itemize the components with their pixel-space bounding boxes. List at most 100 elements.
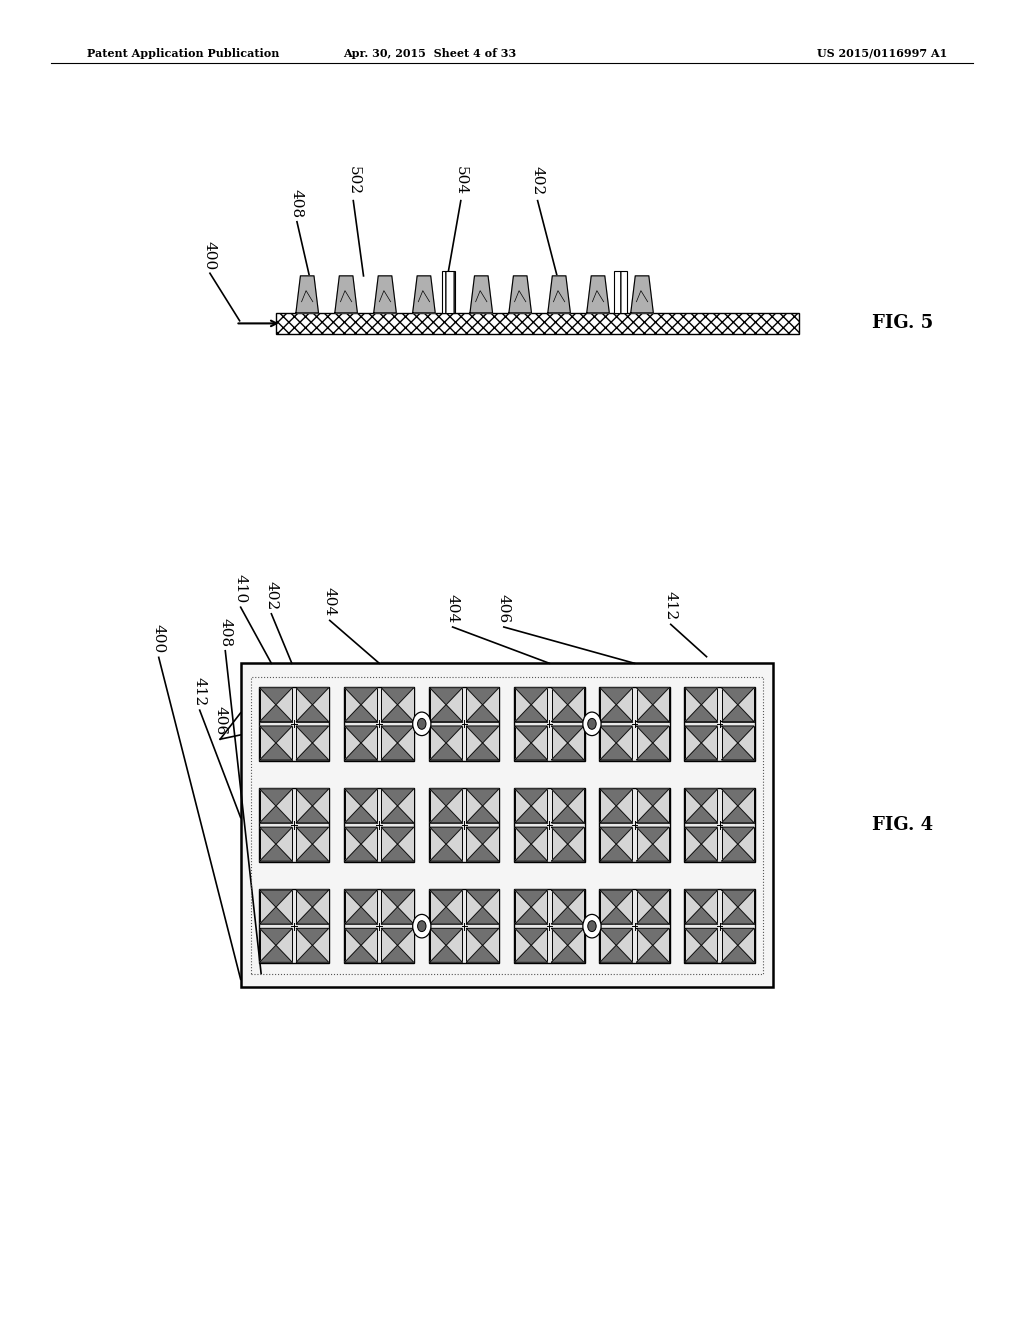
Text: 408: 408	[218, 618, 232, 647]
Polygon shape	[296, 890, 329, 907]
Polygon shape	[345, 705, 377, 722]
Bar	[344, 890, 415, 964]
Text: 412: 412	[193, 677, 207, 706]
Bar	[430, 688, 462, 722]
Polygon shape	[467, 743, 499, 760]
Polygon shape	[600, 789, 633, 807]
Bar	[260, 890, 292, 924]
Polygon shape	[685, 843, 718, 861]
Polygon shape	[260, 688, 292, 705]
Bar	[260, 688, 292, 722]
Polygon shape	[296, 907, 329, 924]
Polygon shape	[552, 843, 584, 861]
Polygon shape	[552, 907, 584, 924]
Bar	[552, 789, 584, 822]
Bar	[637, 890, 669, 924]
Polygon shape	[515, 907, 547, 924]
Bar	[429, 686, 500, 760]
Bar	[552, 688, 584, 722]
Bar	[381, 726, 414, 760]
Bar	[381, 789, 414, 822]
Bar	[722, 890, 754, 924]
Polygon shape	[685, 743, 718, 760]
Polygon shape	[467, 945, 499, 962]
Polygon shape	[296, 807, 329, 822]
Bar	[467, 828, 499, 861]
Bar	[241, 663, 773, 987]
Bar	[381, 828, 414, 861]
Polygon shape	[413, 276, 435, 313]
Polygon shape	[685, 928, 718, 945]
Bar	[430, 890, 462, 924]
Bar	[344, 788, 415, 862]
Polygon shape	[467, 726, 499, 743]
Polygon shape	[552, 828, 584, 843]
Polygon shape	[515, 807, 547, 822]
Polygon shape	[552, 726, 584, 743]
Polygon shape	[685, 945, 718, 962]
Bar	[685, 890, 718, 924]
Bar	[430, 726, 462, 760]
Polygon shape	[631, 276, 653, 313]
Bar	[722, 789, 754, 822]
Polygon shape	[722, 789, 754, 807]
Bar	[429, 788, 500, 862]
Polygon shape	[260, 789, 292, 807]
Bar	[296, 928, 329, 962]
Bar	[722, 828, 754, 861]
Polygon shape	[637, 843, 669, 861]
Polygon shape	[467, 688, 499, 705]
Bar	[345, 688, 377, 722]
Bar	[276, 313, 799, 334]
Polygon shape	[381, 705, 414, 722]
Bar	[514, 788, 585, 862]
Circle shape	[588, 921, 596, 932]
Polygon shape	[552, 807, 584, 822]
Bar	[722, 726, 754, 760]
Polygon shape	[260, 743, 292, 760]
Polygon shape	[600, 807, 633, 822]
Bar	[467, 890, 499, 924]
Polygon shape	[467, 890, 499, 907]
Bar	[637, 789, 669, 822]
Polygon shape	[381, 843, 414, 861]
Polygon shape	[260, 890, 292, 907]
Polygon shape	[296, 743, 329, 760]
Polygon shape	[637, 928, 669, 945]
Polygon shape	[430, 789, 462, 807]
Bar	[345, 890, 377, 924]
Polygon shape	[600, 688, 633, 705]
Polygon shape	[515, 945, 547, 962]
Polygon shape	[345, 890, 377, 907]
Bar	[345, 928, 377, 962]
Polygon shape	[515, 828, 547, 843]
Bar	[296, 688, 329, 722]
Polygon shape	[722, 928, 754, 945]
Polygon shape	[722, 843, 754, 861]
Bar	[251, 676, 763, 974]
Polygon shape	[637, 945, 669, 962]
Polygon shape	[600, 890, 633, 907]
Bar	[685, 828, 718, 861]
Polygon shape	[637, 743, 669, 760]
Bar	[514, 890, 585, 964]
Polygon shape	[381, 828, 414, 843]
Polygon shape	[515, 843, 547, 861]
Polygon shape	[345, 688, 377, 705]
Polygon shape	[430, 843, 462, 861]
Polygon shape	[722, 743, 754, 760]
Polygon shape	[374, 276, 396, 313]
Polygon shape	[381, 743, 414, 760]
Bar	[614, 271, 627, 313]
Text: Patent Application Publication: Patent Application Publication	[87, 48, 280, 58]
Bar	[600, 828, 633, 861]
Polygon shape	[345, 907, 377, 924]
Bar	[684, 788, 755, 862]
Polygon shape	[296, 726, 329, 743]
Bar	[552, 928, 584, 962]
Bar	[467, 688, 499, 722]
Bar	[599, 890, 670, 964]
Polygon shape	[685, 726, 718, 743]
Text: 400: 400	[203, 242, 217, 271]
Polygon shape	[552, 945, 584, 962]
